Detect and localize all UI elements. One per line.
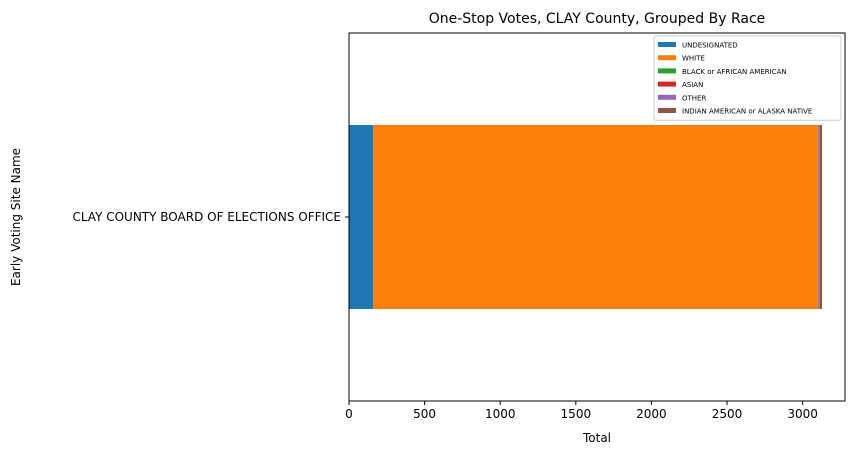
legend-label: INDIAN AMERICAN or ALASKA NATIVE (682, 108, 812, 116)
legend-swatch (658, 55, 676, 61)
x-tick-label: 2000 (636, 407, 667, 421)
x-tick-label: 3000 (787, 407, 818, 421)
bar-asian (818, 125, 819, 309)
legend-label: WHITE (682, 55, 705, 63)
y-axis-label: Early Voting Site Name (9, 148, 23, 286)
legend-label: UNDESIGNATED (682, 42, 738, 50)
legend-label: ASIAN (682, 81, 703, 89)
y-tick-label: CLAY COUNTY BOARD OF ELECTIONS OFFICE (72, 210, 341, 224)
x-tick-label: 2500 (712, 407, 743, 421)
legend-swatch (658, 108, 676, 113)
x-ticks: 0 500 1000 1500 2000 2500 3000 (345, 401, 818, 421)
plot-frame (348, 32, 846, 402)
legend: UNDESIGNATED WHITE BLACK or AFRICAN AMERIC… (653, 35, 842, 121)
bar-group (349, 125, 823, 309)
bar-other (818, 125, 820, 309)
bar-undesignated (349, 125, 374, 309)
bar-indian-american-or-alaska-native (819, 125, 823, 309)
legend-label: OTHER (682, 94, 706, 102)
chart-title: One-Stop Votes, CLAY County, Grouped By … (429, 11, 766, 27)
legend-box (653, 35, 842, 121)
x-tick-label: 1000 (485, 407, 516, 421)
legend-label: BLACK or AFRICAN AMERICAN (682, 68, 787, 76)
legend-swatch (658, 81, 676, 87)
bar-white (373, 125, 818, 309)
legend-swatch (658, 68, 676, 74)
x-axis-label: Total (582, 431, 611, 445)
x-tick-label: 500 (413, 407, 436, 421)
x-tick-label: 1500 (561, 407, 592, 421)
y-ticks: CLAY COUNTY BOARD OF ELECTIONS OFFICE (72, 210, 349, 224)
legend-swatch (658, 42, 676, 47)
x-tick-label: 0 (345, 407, 353, 421)
legend-swatch (658, 94, 676, 100)
